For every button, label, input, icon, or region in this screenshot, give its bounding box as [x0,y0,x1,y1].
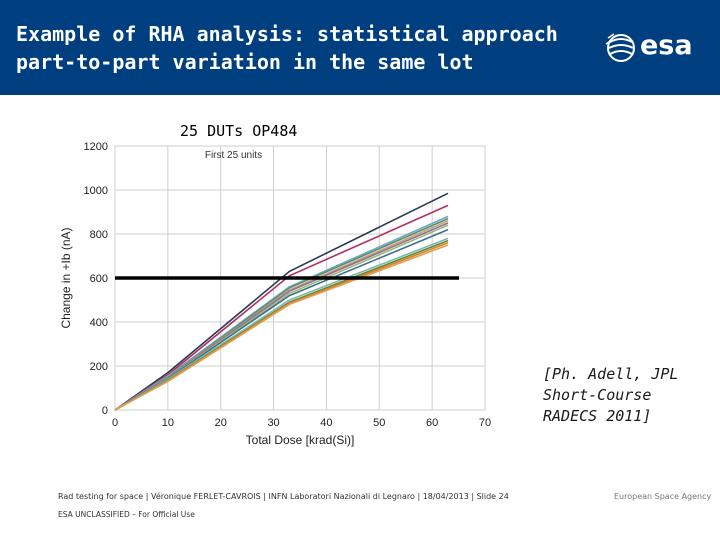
series-line-12 [114,244,449,411]
classification-label: ESA UNCLASSIFIED – For Official Use [58,510,195,519]
chart-inner-title: First 25 units [205,150,262,161]
y-tick-label: 1000 [84,185,108,197]
y-axis-label: Change in +Ib (nA) [59,227,73,328]
slide-title-line-2: part-to-part variation in the same lot [16,50,474,74]
x-tick-label: 50 [373,417,385,429]
citation-line-3: RADECS 2011] [543,407,652,425]
esa-logo-text: esa [640,30,693,61]
x-tick-label: 60 [426,417,438,429]
agency-name: European Space Agency [614,492,712,501]
citation: [Ph. Adell, JPL Short-Course RADECS 2011… [543,364,713,427]
esa-emblem-icon [605,33,635,62]
chart: 0 200 400 600 800 1000 1200 0 10 20 30 40 50 60 70 Tota… [40,118,520,468]
y-tick-label: 0 [102,405,108,417]
x-axis-label: Total Dose [krad(Si)] [246,433,355,447]
x-tick-label: 30 [267,417,279,429]
series-line-1 [114,192,449,411]
chart-svg: 0 200 400 600 800 1000 1200 0 10 20 30 40 50 60 70 Tota… [59,122,491,447]
y-tick-label: 200 [90,361,108,373]
x-tick-label: 20 [215,417,227,429]
y-tick-label: 1200 [84,141,108,153]
x-tick-label: 0 [112,417,118,429]
slide-title: Example of RHA analysis: statistical app… [16,20,596,76]
slide-header: Example of RHA analysis: statistical app… [0,0,720,95]
citation-line-2: Short-Course [543,386,652,404]
x-tick-label: 70 [479,417,491,429]
chart-overlay-label: 25 DUTs OP484 [180,122,297,140]
slide-title-line-1: Example of RHA analysis: statistical app… [16,22,558,46]
footer-text: Rad testing for space | Véronique FERLET… [58,492,509,501]
x-tick-label: 10 [162,417,174,429]
y-tick-label: 800 [90,229,108,241]
y-tick-label: 400 [90,317,108,329]
citation-line-1: [Ph. Adell, JPL [543,365,679,383]
esa-logo: esa [604,28,704,68]
x-tick-label: 40 [320,417,332,429]
y-tick-label: 600 [90,273,108,285]
